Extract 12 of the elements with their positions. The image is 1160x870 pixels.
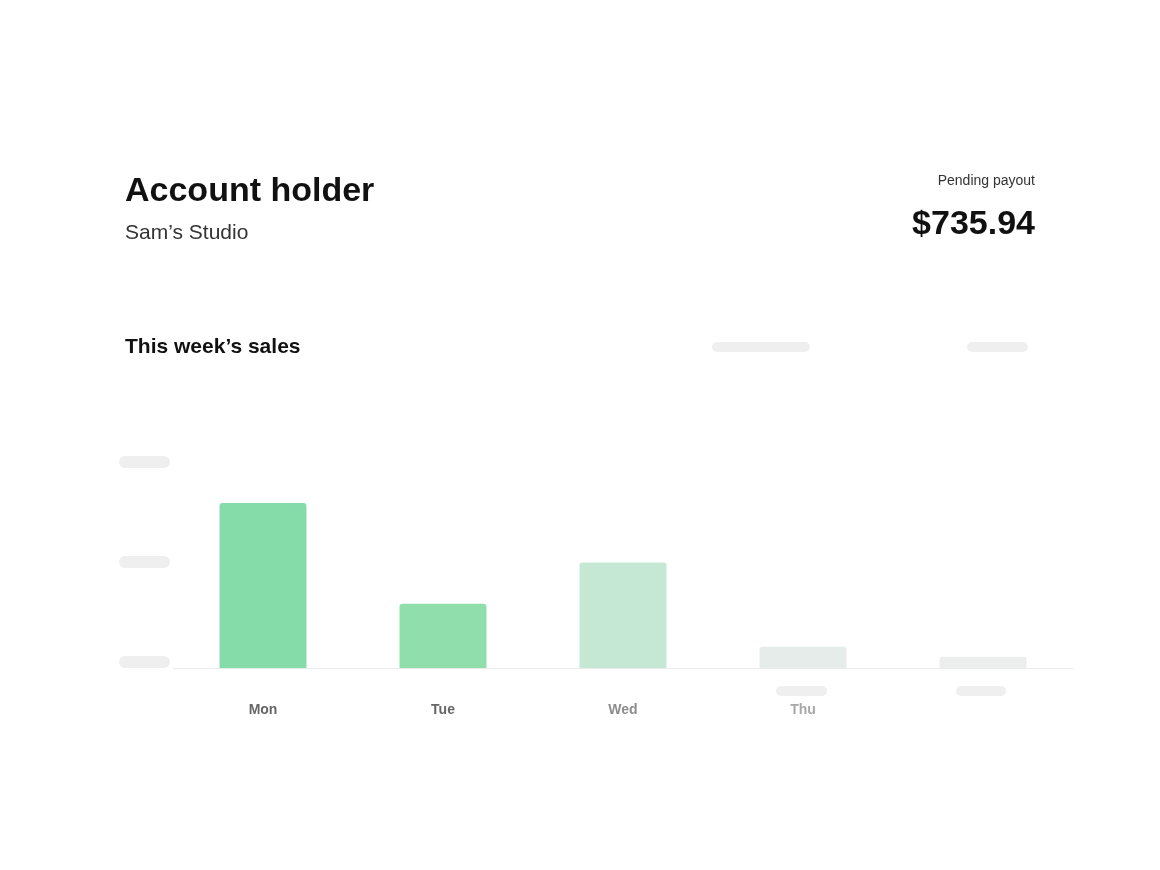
text: Pending payout (937, 172, 1035, 189)
text: Account holder (125, 170, 375, 210)
bar (219, 503, 307, 669)
x-tick-label: Tue (431, 701, 456, 718)
text: Sam’s Studio (125, 220, 249, 245)
chart-title: This week’s sales (125, 334, 301, 359)
bar (399, 603, 487, 669)
bar (579, 562, 667, 669)
x-tick-label: Wed (608, 701, 638, 718)
text: $735.94 (912, 203, 1035, 243)
x-tick-label: Mon (248, 701, 278, 718)
x-tick-label: Thu (790, 701, 816, 718)
